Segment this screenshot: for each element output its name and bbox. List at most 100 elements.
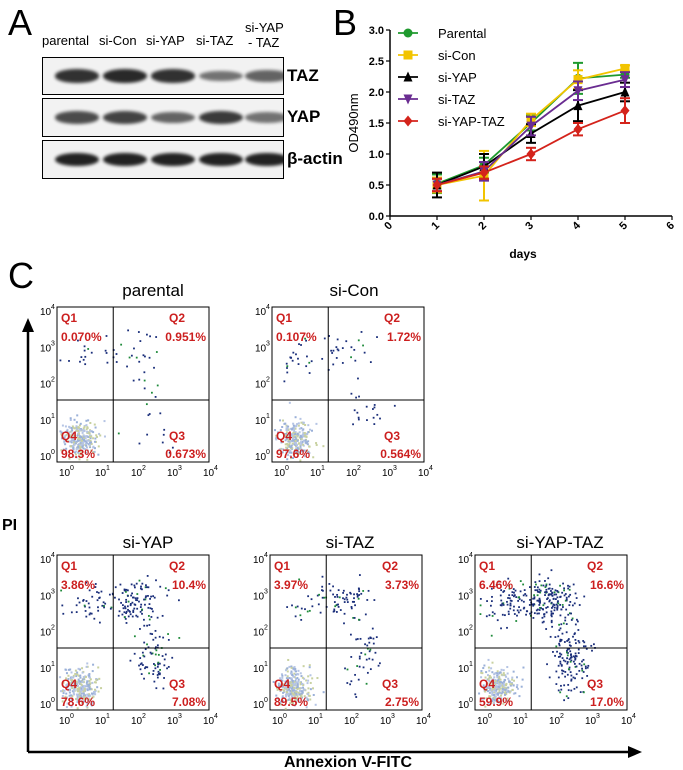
cell-dot (297, 363, 300, 365)
cell-dot (572, 655, 575, 658)
cell-dot (506, 689, 509, 692)
cell-dot (539, 602, 541, 604)
cell-dot (99, 434, 102, 437)
cell-dot (495, 693, 498, 696)
cell-dot (118, 610, 121, 613)
flow-x-tick-label: 10 (167, 716, 179, 727)
cell-dot (358, 574, 361, 576)
cell-dot (288, 449, 291, 452)
cell-dot (562, 622, 565, 625)
cell-dot (98, 677, 101, 680)
band-YAP-lane-2 (103, 111, 147, 124)
cell-dot (564, 599, 567, 602)
cell-dot (578, 604, 581, 606)
cell-dot (77, 698, 80, 701)
cell-dot (290, 666, 293, 669)
cell-dot (94, 689, 97, 692)
cell-dot (485, 671, 488, 674)
cell-dot (76, 697, 79, 700)
cell-dot (78, 424, 81, 427)
cell-dot (567, 689, 570, 692)
cell-dot (311, 605, 314, 608)
flow-y-tick-label: 10 (40, 380, 52, 391)
cell-dot (86, 689, 89, 692)
cell-dot (307, 450, 310, 453)
cell-dot (368, 641, 371, 644)
cell-dot (504, 684, 507, 687)
cell-dot (95, 435, 98, 438)
flow-y-tick-label: 10 (40, 416, 52, 427)
cell-dot (568, 647, 571, 650)
cell-dot (148, 356, 151, 359)
cell-dot (147, 646, 150, 649)
cell-dot (72, 435, 75, 438)
cell-dot (154, 664, 156, 667)
cell-dot (493, 689, 496, 692)
cell-dot (509, 599, 512, 602)
cell-dot (545, 584, 548, 587)
cell-dot (306, 451, 309, 454)
cell-dot (359, 637, 362, 640)
flow-y-tick-exponent: 1 (51, 661, 55, 668)
cell-dot (108, 593, 111, 596)
cell-dot (497, 681, 500, 684)
cell-dot (72, 674, 75, 677)
cell-dot (79, 446, 82, 449)
cell-dot (281, 696, 284, 699)
cell-dot (67, 683, 70, 686)
cell-dot (584, 667, 587, 670)
cell-dot (497, 673, 500, 676)
cell-dot (171, 446, 174, 449)
cell-dot (498, 684, 501, 687)
cell-dot (291, 447, 294, 450)
cell-dot (482, 667, 485, 670)
cell-dot (148, 413, 151, 415)
cell-dot (343, 601, 346, 603)
cell-dot (500, 589, 503, 592)
cell-dot (126, 589, 129, 592)
cell-dot (571, 617, 574, 620)
cell-dot (496, 692, 499, 695)
flow-y-tick-exponent: 2 (51, 625, 55, 632)
cell-dot (536, 586, 539, 589)
cell-dot (306, 432, 309, 435)
cell-dot (72, 455, 75, 458)
cell-dot (275, 437, 278, 440)
cell-dot (569, 650, 572, 653)
cell-dot (64, 443, 67, 446)
cell-dot (308, 452, 311, 455)
cell-dot (81, 701, 84, 704)
cell-dot (146, 643, 148, 646)
flow-x-tick-exponent: 2 (142, 713, 146, 720)
blot-label-yap: YAP (287, 107, 321, 126)
cell-dot (94, 693, 97, 696)
y-tick-label: 1.5 (369, 118, 384, 130)
cell-dot (70, 671, 73, 674)
cell-dot (563, 587, 566, 590)
cell-dot (59, 430, 62, 433)
cell-dot (535, 583, 537, 586)
cell-dot (153, 366, 155, 369)
cell-dot (286, 685, 289, 688)
cell-dot (126, 365, 128, 368)
cell-dot (575, 655, 578, 658)
cell-dot (501, 687, 504, 690)
cell-dot (545, 583, 548, 586)
cell-dot (152, 673, 155, 675)
flow-y-tick-label: 10 (40, 555, 52, 566)
cell-dot (138, 378, 141, 381)
cell-dot (86, 431, 89, 434)
cell-dot (77, 597, 79, 600)
cell-dot (87, 348, 90, 350)
cell-dot (304, 439, 307, 442)
cell-dot (343, 598, 346, 601)
quadrant-name-q2: Q2 (587, 559, 603, 573)
cell-dot (294, 443, 297, 446)
cell-dot (576, 620, 579, 623)
cell-dot (79, 429, 82, 432)
cell-dot (571, 604, 574, 607)
cell-dot (72, 426, 75, 429)
cell-dot (289, 440, 292, 443)
cell-dot (346, 668, 349, 671)
cell-dot (522, 583, 525, 586)
